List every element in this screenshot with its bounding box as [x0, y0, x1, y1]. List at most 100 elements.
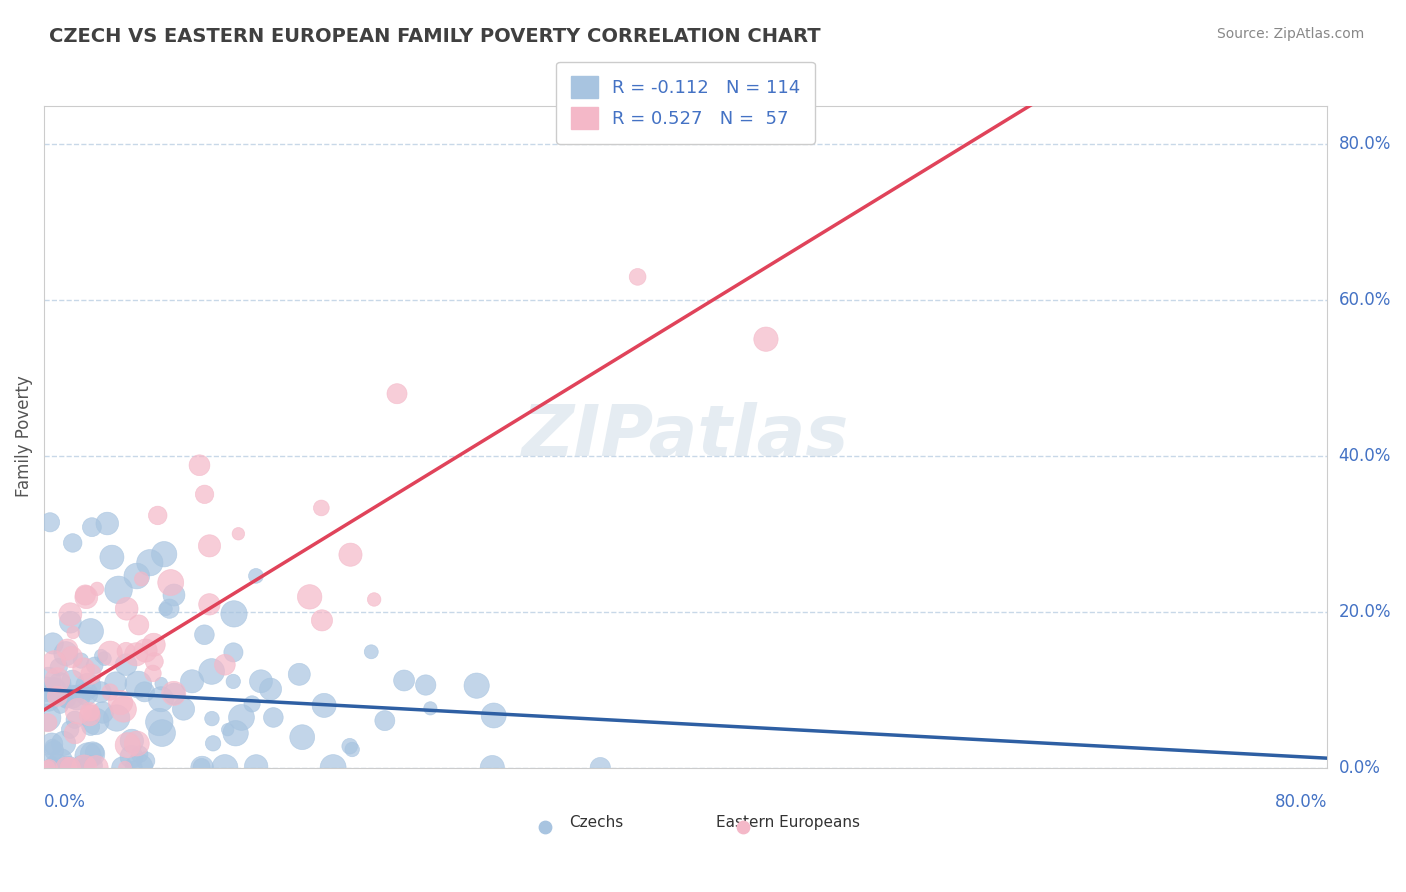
- Point: [135, 754, 157, 768]
- Point: [49, 698, 72, 713]
- Point: [67, 704, 90, 718]
- Point: [86, 582, 108, 596]
- Point: [125, 648, 148, 662]
- Point: [392, 673, 415, 688]
- Point: [37, 761, 59, 775]
- Point: [83, 746, 105, 760]
- Point: [339, 739, 361, 754]
- Text: 40.0%: 40.0%: [1339, 447, 1391, 465]
- Point: [55, 761, 77, 775]
- Point: [150, 676, 173, 690]
- Point: [38, 761, 60, 775]
- Text: 0.0%: 0.0%: [44, 793, 86, 812]
- Point: [56, 761, 79, 775]
- Point: [157, 601, 180, 615]
- Point: [75, 687, 97, 701]
- Point: [46, 673, 69, 688]
- Point: [111, 761, 134, 775]
- Point: [39, 516, 62, 530]
- Text: 0.0%: 0.0%: [1339, 758, 1381, 777]
- Point: [46, 690, 69, 704]
- Point: [135, 643, 157, 657]
- Point: [79, 719, 101, 733]
- Point: [465, 679, 488, 693]
- Text: Source: ZipAtlas.com: Source: ZipAtlas.com: [1216, 27, 1364, 41]
- Point: [66, 690, 89, 705]
- Point: [415, 678, 437, 692]
- Point: [73, 761, 96, 775]
- Point: [80, 706, 103, 720]
- Point: [77, 687, 100, 701]
- Point: [150, 726, 173, 740]
- Point: [105, 711, 128, 725]
- Point: [314, 698, 336, 713]
- Point: [72, 662, 94, 676]
- Point: [77, 748, 100, 763]
- Point: [41, 737, 63, 751]
- Point: [128, 618, 150, 632]
- Point: [41, 739, 63, 754]
- Point: [52, 690, 75, 704]
- Point: [755, 332, 778, 346]
- Point: [114, 761, 136, 775]
- Point: [77, 679, 100, 693]
- Point: [42, 682, 65, 697]
- Point: [80, 520, 103, 534]
- Point: [134, 685, 156, 699]
- Point: [225, 726, 247, 740]
- Point: [128, 747, 150, 762]
- Point: [37, 673, 59, 687]
- Point: [288, 667, 311, 681]
- Point: [159, 575, 181, 590]
- Point: [90, 648, 112, 663]
- Point: [250, 674, 273, 689]
- Point: [70, 654, 93, 668]
- Point: [222, 607, 245, 621]
- Point: [121, 749, 143, 764]
- Point: [49, 753, 72, 767]
- Point: [198, 539, 221, 553]
- Point: [112, 702, 135, 716]
- Point: [45, 761, 67, 775]
- Point: [38, 693, 60, 707]
- Point: [131, 572, 153, 586]
- Point: [93, 651, 115, 665]
- Point: [115, 657, 138, 672]
- Point: [84, 761, 107, 775]
- Point: [125, 569, 148, 583]
- Text: Czechs: Czechs: [569, 815, 623, 830]
- Point: [191, 761, 214, 775]
- Point: [79, 708, 101, 723]
- Point: [83, 658, 105, 673]
- Point: [163, 687, 186, 701]
- Point: [63, 726, 86, 740]
- Point: [60, 650, 83, 665]
- Point: [217, 723, 239, 737]
- Point: [139, 556, 162, 570]
- Point: [63, 713, 86, 727]
- Point: [56, 642, 79, 657]
- Point: [482, 708, 505, 723]
- Point: [104, 676, 127, 690]
- Point: [37, 715, 59, 730]
- Point: [198, 598, 221, 612]
- Point: [181, 674, 204, 689]
- Point: [142, 666, 165, 681]
- Point: [339, 548, 361, 562]
- Point: [60, 690, 83, 704]
- Point: [240, 697, 263, 711]
- Point: [96, 516, 118, 531]
- Point: [37, 711, 59, 725]
- Point: [62, 673, 84, 688]
- Point: [59, 723, 82, 737]
- Text: 60.0%: 60.0%: [1339, 292, 1391, 310]
- Point: [222, 674, 245, 689]
- Point: [228, 526, 250, 541]
- Point: [907, 830, 929, 845]
- Point: [259, 682, 281, 697]
- Point: [117, 738, 139, 752]
- Text: Eastern Europeans: Eastern Europeans: [717, 815, 860, 830]
- Point: [311, 500, 333, 515]
- Text: 80.0%: 80.0%: [1275, 793, 1327, 812]
- Text: 20.0%: 20.0%: [1339, 603, 1391, 621]
